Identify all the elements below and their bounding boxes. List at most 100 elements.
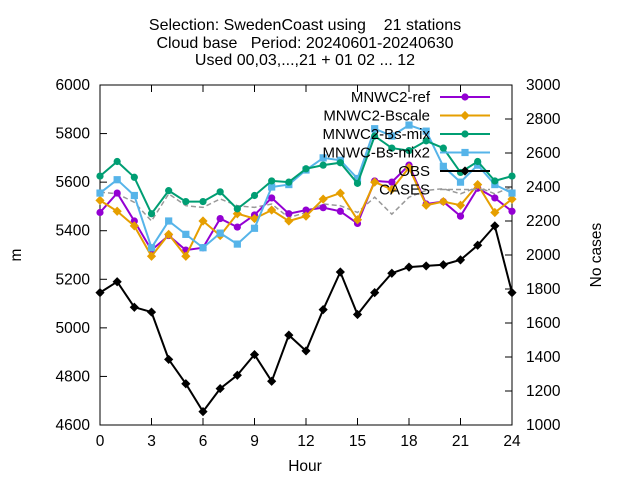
y-tick-label: 5600 bbox=[56, 174, 91, 191]
data-point-obs bbox=[164, 354, 174, 365]
legend-marker-obs bbox=[460, 166, 470, 176]
data-point-mnwc2-bscale bbox=[129, 221, 139, 231]
data-point-mnwc2-bscale bbox=[164, 229, 174, 239]
data-point-mnwc2-ref bbox=[508, 207, 516, 215]
data-point-mnwc2-bs-mix bbox=[474, 157, 482, 166]
data-point-mnwc-bs-mix2 bbox=[199, 244, 207, 252]
y2-tick-label: 2000 bbox=[526, 247, 561, 264]
title-line-1: Selection: SwedenCoast using 21 stations bbox=[149, 17, 461, 34]
y-tick-label: 4800 bbox=[56, 368, 91, 385]
series-layer bbox=[95, 121, 517, 417]
x-tick-label: 21 bbox=[452, 433, 469, 450]
data-point-mnwc-bs-mix2 bbox=[165, 217, 173, 225]
data-point-mnwc2-ref bbox=[216, 214, 224, 223]
data-point-mnwc2-bscale bbox=[284, 216, 294, 226]
data-point-mnwc2-bs-mix bbox=[353, 179, 362, 187]
data-point-mnwc2-bs-mix bbox=[96, 172, 104, 180]
data-point-obs bbox=[249, 349, 260, 360]
data-point-mnwc2-ref bbox=[491, 194, 499, 202]
legend-label-obs: OBS bbox=[398, 163, 430, 180]
data-point-mnwc-bs-mix2 bbox=[233, 240, 241, 248]
data-point-mnwc2-bs-mix bbox=[233, 205, 241, 213]
data-point-mnwc-bs-mix2 bbox=[474, 161, 482, 169]
data-point-obs bbox=[301, 346, 311, 356]
data-point-mnwc2-bs-mix bbox=[147, 210, 156, 218]
data-point-mnwc2-bs-mix bbox=[268, 177, 276, 185]
y2-tick-label: 1000 bbox=[526, 417, 561, 434]
data-point-mnwc2-bs-mix bbox=[113, 157, 121, 166]
data-point-obs bbox=[404, 262, 414, 272]
data-point-mnwc-bs-mix2 bbox=[491, 180, 499, 189]
data-point-mnwc2-bscale bbox=[267, 205, 277, 215]
data-point-obs bbox=[507, 288, 517, 298]
data-point-mnwc-bs-mix2 bbox=[456, 178, 465, 186]
data-point-obs bbox=[267, 376, 277, 386]
data-point-mnwc-bs-mix2 bbox=[250, 224, 259, 232]
data-point-mnwc2-bscale bbox=[455, 200, 466, 210]
data-point-mnwc-bs-mix2 bbox=[388, 132, 396, 140]
x-tick-label: 15 bbox=[349, 433, 366, 450]
y2-tick-label: 1400 bbox=[526, 349, 561, 366]
y2-tick-label: 2600 bbox=[526, 145, 561, 162]
y-tick-label: 5400 bbox=[56, 223, 91, 240]
series-line-mnwc-bs-mix2 bbox=[99, 123, 513, 251]
data-point-obs bbox=[438, 260, 448, 270]
data-point-obs bbox=[198, 407, 208, 417]
data-point-mnwc2-bscale bbox=[301, 211, 311, 221]
series-mnwc2-bscale bbox=[95, 162, 517, 261]
data-point-mnwc2-bs-mix bbox=[285, 178, 293, 186]
data-point-mnwc2-ref bbox=[302, 206, 310, 214]
data-point-mnwc2-ref bbox=[268, 194, 276, 202]
data-point-obs bbox=[181, 379, 191, 389]
x-tick-label: 0 bbox=[96, 433, 105, 450]
data-point-mnwc2-bs-mix bbox=[508, 172, 516, 180]
data-point-mnwc2-ref bbox=[388, 178, 396, 186]
data-point-obs bbox=[335, 267, 345, 277]
data-point-mnwc-bs-mix2 bbox=[147, 244, 156, 252]
data-point-mnwc2-bs-mix bbox=[405, 146, 413, 155]
data-point-mnwc2-bscale bbox=[146, 251, 157, 261]
data-point-mnwc-bs-mix2 bbox=[422, 127, 430, 135]
x-tick-label: 18 bbox=[400, 433, 417, 450]
y-tick-label: 6000 bbox=[56, 77, 91, 94]
y-tick-label: 5200 bbox=[56, 271, 91, 288]
data-point-obs bbox=[318, 305, 328, 315]
data-point-mnwc2-bscale bbox=[370, 177, 380, 187]
data-point-mnwc2-bs-mix bbox=[182, 197, 190, 206]
x-tick-label: 9 bbox=[250, 433, 259, 450]
legend-label-mnwc2-bs-mix: MNWC2-Bs-mix bbox=[323, 126, 431, 143]
data-point-mnwc-bs-mix2 bbox=[96, 189, 104, 197]
data-point-mnwc2-ref bbox=[130, 217, 138, 225]
data-point-mnwc2-bs-mix bbox=[250, 191, 259, 200]
y2-tick-label: 1600 bbox=[526, 315, 561, 332]
legend-marker-mnwc2-bscale bbox=[460, 110, 470, 121]
legend-label-mnwc-bs-mix2: MNWC-Bs-mix2 bbox=[323, 145, 430, 162]
data-point-obs bbox=[387, 268, 397, 278]
legend-marker-mnwc-bs-mix2 bbox=[461, 148, 469, 157]
series-mnwc-bs-mix2 bbox=[96, 121, 516, 252]
data-point-mnwc2-ref bbox=[233, 223, 241, 231]
data-point-obs bbox=[146, 307, 157, 317]
x-axis-label: Hour bbox=[288, 458, 322, 475]
data-point-mnwc-bs-mix2 bbox=[439, 162, 447, 170]
data-point-mnwc2-bscale bbox=[421, 200, 431, 210]
data-point-mnwc-bs-mix2 bbox=[319, 154, 327, 162]
data-point-obs bbox=[490, 221, 500, 231]
data-point-mnwc2-ref bbox=[113, 189, 121, 197]
data-point-obs bbox=[370, 288, 380, 298]
data-point-mnwc-bs-mix2 bbox=[113, 176, 121, 184]
legend-label-mnwc2-ref: MNWC2-ref bbox=[351, 89, 431, 106]
data-point-mnwc2-bscale bbox=[352, 215, 363, 225]
data-point-mnwc2-bscale bbox=[198, 216, 208, 226]
data-point-mnwc2-bs-mix bbox=[336, 159, 344, 167]
data-point-mnwc-bs-mix2 bbox=[371, 125, 379, 133]
y-axis-label: m bbox=[8, 249, 25, 262]
data-point-obs bbox=[129, 302, 139, 312]
data-point-mnwc2-ref bbox=[336, 207, 344, 215]
data-point-mnwc2-ref bbox=[319, 204, 327, 212]
data-point-mnwc2-bs-mix bbox=[422, 137, 430, 145]
data-point-mnwc2-ref bbox=[285, 210, 293, 218]
data-point-mnwc2-bs-mix bbox=[439, 144, 447, 152]
